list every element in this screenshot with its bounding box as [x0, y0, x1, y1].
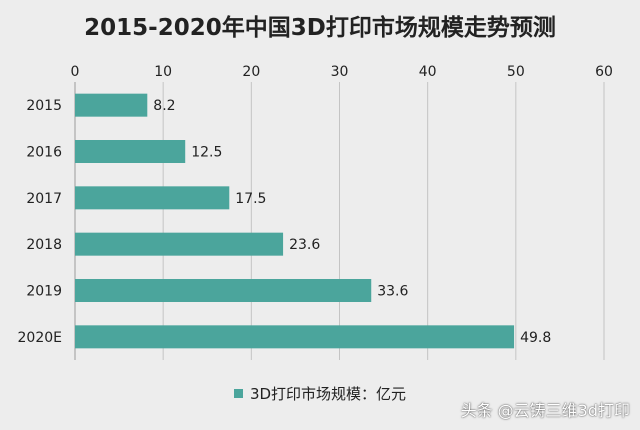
- x-tick-label: 60: [595, 64, 613, 80]
- bar: [75, 279, 372, 302]
- legend-label: 3D打印市场规模：亿元: [249, 384, 407, 403]
- chart-title: 2015-2020年中国3D打印市场规模走势预测: [84, 15, 556, 41]
- data-label: 17.5: [235, 191, 266, 207]
- bar: [75, 232, 284, 256]
- category-label: 2020E: [18, 330, 62, 346]
- x-tick-label: 0: [71, 64, 80, 80]
- x-tick-label: 20: [242, 64, 260, 80]
- category-label: 2016: [26, 145, 62, 161]
- bar: [75, 93, 148, 117]
- bar: [75, 186, 230, 210]
- data-label: 23.6: [289, 237, 320, 253]
- category-label: 2019: [26, 284, 62, 300]
- chart-legend: 3D打印市场规模：亿元: [0, 381, 640, 405]
- x-tick-label: 40: [419, 64, 437, 80]
- watermark: 头条 @云铸三维3d打印: [460, 401, 630, 420]
- data-label: 8.2: [153, 98, 175, 114]
- category-label: 2015: [26, 98, 62, 114]
- data-label: 33.6: [377, 284, 408, 300]
- x-tick-label: 50: [507, 64, 525, 80]
- x-tick-label: 30: [331, 64, 349, 80]
- data-label: 49.8: [520, 330, 551, 346]
- category-label: 2018: [26, 237, 62, 253]
- bar: [75, 325, 515, 349]
- bar: [75, 140, 186, 163]
- data-label: 12.5: [191, 145, 222, 161]
- x-tick-label: 10: [154, 64, 172, 80]
- category-label: 2017: [26, 191, 62, 207]
- legend-swatch: [233, 388, 243, 398]
